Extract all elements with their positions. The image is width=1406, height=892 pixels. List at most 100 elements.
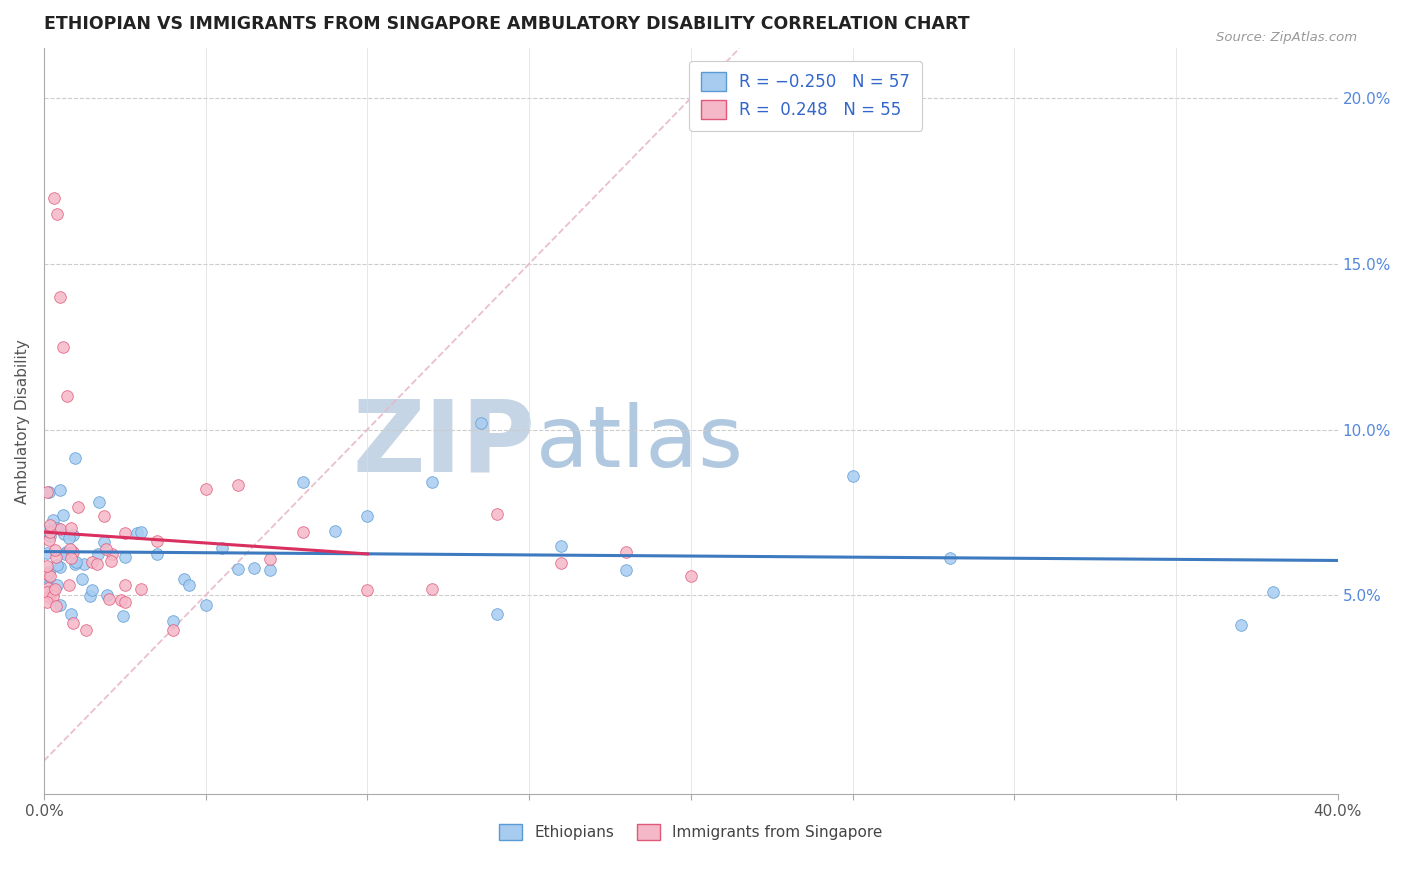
Point <box>38 517 60 532</box>
Point <box>59 541 82 556</box>
Point <box>48 483 70 497</box>
Point <box>38 484 60 499</box>
Point <box>45 599 67 613</box>
Point <box>243 561 266 575</box>
Point <box>129 582 152 596</box>
Point <box>259 552 281 566</box>
Point <box>470 416 492 430</box>
Point <box>62 616 84 631</box>
Point <box>114 526 136 541</box>
Point <box>550 556 572 570</box>
Point <box>58 531 80 545</box>
Point <box>614 563 637 577</box>
Point <box>63 451 86 466</box>
Point <box>89 494 111 508</box>
Point <box>45 207 67 221</box>
Point <box>37 595 59 609</box>
Point <box>112 609 135 624</box>
Point <box>93 535 115 549</box>
Point <box>194 598 217 612</box>
Point <box>614 545 637 559</box>
Point <box>42 583 65 598</box>
Point <box>72 558 94 572</box>
Point <box>125 526 148 541</box>
Point <box>62 528 84 542</box>
Point <box>60 607 83 621</box>
Point <box>1229 618 1251 632</box>
Point <box>37 546 59 560</box>
Point <box>41 513 63 527</box>
Point <box>162 623 184 637</box>
Point <box>129 525 152 540</box>
Point <box>45 549 67 564</box>
Point <box>420 582 443 597</box>
Point <box>259 562 281 576</box>
Text: ZIP: ZIP <box>353 395 536 492</box>
Point <box>37 524 59 538</box>
Point <box>62 544 84 558</box>
Point <box>52 340 75 354</box>
Point <box>114 550 136 565</box>
Point <box>38 525 60 540</box>
Point <box>938 551 960 566</box>
Point <box>291 524 314 539</box>
Point <box>49 290 72 304</box>
Text: Source: ZipAtlas.com: Source: ZipAtlas.com <box>1216 31 1357 45</box>
Point <box>291 475 314 490</box>
Point <box>53 547 76 561</box>
Point <box>46 578 69 592</box>
Point <box>65 555 87 569</box>
Point <box>42 190 65 204</box>
Point <box>37 559 59 574</box>
Y-axis label: Ambulatory Disability: Ambulatory Disability <box>15 339 30 504</box>
Point <box>58 578 80 592</box>
Point <box>55 545 77 559</box>
Point <box>55 389 77 403</box>
Point <box>146 547 169 561</box>
Point <box>38 533 60 547</box>
Point <box>37 573 59 587</box>
Point <box>101 547 124 561</box>
Point <box>86 558 108 572</box>
Point <box>173 572 195 586</box>
Point <box>114 578 136 592</box>
Point <box>38 565 60 579</box>
Point <box>226 561 249 575</box>
Point <box>49 522 72 536</box>
Point <box>550 539 572 553</box>
Point <box>45 521 67 535</box>
Point <box>226 477 249 491</box>
Point <box>42 590 65 604</box>
Point <box>44 582 66 596</box>
Point <box>94 542 117 557</box>
Point <box>323 524 346 539</box>
Point <box>100 554 122 568</box>
Text: ETHIOPIAN VS IMMIGRANTS FROM SINGAPORE AMBULATORY DISABILITY CORRELATION CHART: ETHIOPIAN VS IMMIGRANTS FROM SINGAPORE A… <box>44 15 970 33</box>
Point <box>96 588 118 602</box>
Point <box>420 475 443 489</box>
Point <box>60 550 83 565</box>
Point <box>356 583 378 598</box>
Point <box>114 595 136 609</box>
Point <box>37 579 59 593</box>
Point <box>80 583 103 598</box>
Point <box>211 541 233 556</box>
Point <box>841 469 863 483</box>
Point <box>485 507 508 521</box>
Point <box>110 593 132 607</box>
Point <box>87 547 110 561</box>
Point <box>65 557 87 571</box>
Point <box>53 526 76 541</box>
Point <box>97 592 120 607</box>
Point <box>72 572 94 586</box>
Point <box>80 555 103 569</box>
Point <box>39 529 62 543</box>
Point <box>485 607 508 621</box>
Text: atlas: atlas <box>536 402 744 485</box>
Point <box>48 560 70 574</box>
Point <box>146 533 169 548</box>
Point <box>67 500 90 514</box>
Point <box>60 521 83 535</box>
Point <box>79 590 101 604</box>
Point <box>179 578 201 592</box>
